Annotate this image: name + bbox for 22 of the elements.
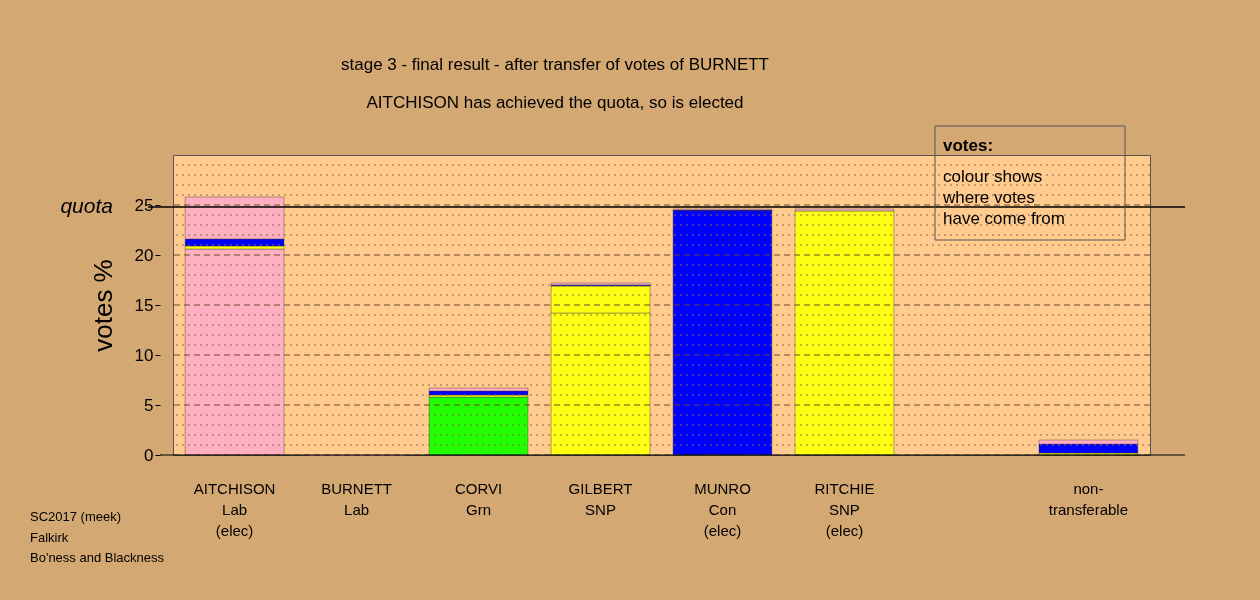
- x-tick-label: BURNETT Lab: [321, 479, 392, 518]
- annotation: colour shows where votes have come from: [942, 167, 1065, 228]
- y-tick-label: 15: [134, 295, 154, 315]
- x-tick-label: GILBERT SNP: [568, 479, 633, 518]
- y-axis-title: votes %: [87, 259, 118, 352]
- x-tick-label: MUNRO Con (elec): [694, 479, 751, 539]
- y-tick-label: 20: [134, 245, 154, 265]
- y-tick-label: 10: [134, 345, 154, 365]
- y-tick-label: 25: [134, 195, 154, 215]
- ref-line-label: quota: [60, 194, 113, 217]
- x-tick-label: RITCHIE SNP (elec): [814, 479, 875, 539]
- annotation: votes:: [943, 136, 994, 155]
- text: Bo'ness and Blackness: [30, 550, 165, 565]
- x-tick-label: CORVI Grn: [454, 479, 503, 518]
- y-tick-label: 0: [144, 445, 154, 465]
- chart-title: stage 3 - final result - after transfer of votes of BURNETT: [341, 55, 769, 74]
- text: SC2017 (meek): [30, 509, 122, 524]
- x-tick-label: AITCHISON Lab (elec): [193, 479, 276, 539]
- y-tick-label: 5: [144, 395, 154, 415]
- x-tick-label: non- transferable: [1048, 479, 1129, 518]
- chart-subtitle: AITCHISON has achieved the quota, so is elected: [366, 93, 744, 112]
- text: Falkirk: [30, 529, 69, 545]
